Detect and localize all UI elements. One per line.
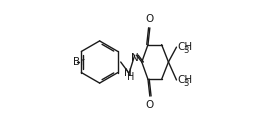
Text: N: N bbox=[131, 53, 139, 63]
Text: O: O bbox=[146, 14, 154, 24]
Text: Br: Br bbox=[73, 57, 84, 67]
Text: CH: CH bbox=[177, 75, 192, 85]
Text: O: O bbox=[146, 100, 154, 110]
Text: CH: CH bbox=[177, 42, 192, 52]
Text: 3: 3 bbox=[184, 46, 189, 55]
Text: N: N bbox=[124, 68, 132, 78]
Text: H: H bbox=[127, 73, 134, 82]
Text: 3: 3 bbox=[184, 79, 189, 88]
